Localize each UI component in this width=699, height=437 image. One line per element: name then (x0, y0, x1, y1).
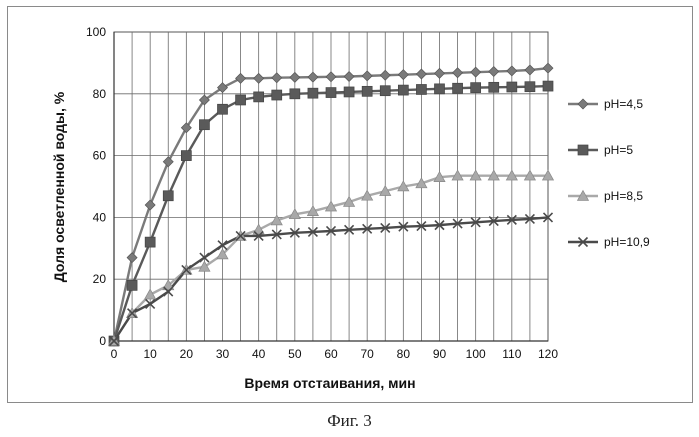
data-point (145, 200, 155, 210)
data-point (326, 88, 336, 98)
figure-caption: Фиг. 3 (0, 411, 699, 431)
data-point (543, 81, 553, 91)
data-point (416, 84, 426, 94)
data-point (362, 86, 372, 96)
data-point (398, 70, 408, 80)
data-point (163, 157, 173, 167)
data-point (362, 71, 372, 81)
data-point (163, 191, 173, 201)
data-point (127, 280, 137, 290)
data-point (272, 90, 282, 100)
data-point (290, 72, 300, 82)
legend-label-0: pH=4,5 (604, 97, 643, 111)
data-point (380, 70, 390, 80)
data-point (199, 120, 209, 130)
data-point (127, 253, 137, 263)
data-point (326, 72, 336, 82)
x-tick-label: 80 (397, 347, 411, 361)
data-point (471, 83, 481, 93)
data-point (380, 86, 390, 96)
data-point (254, 92, 264, 102)
x-tick-label: 60 (324, 347, 338, 361)
x-tick-label: 0 (111, 347, 118, 361)
data-point (435, 84, 445, 94)
data-point (543, 63, 553, 73)
legend-label-3: pH=10,9 (604, 235, 650, 249)
legend-label-2: pH=8,5 (604, 189, 643, 203)
data-point (308, 72, 318, 82)
data-point (507, 82, 517, 92)
data-point (525, 82, 535, 92)
x-tick-label: 20 (180, 347, 194, 361)
y-tick-label: 60 (93, 149, 107, 163)
data-point (308, 88, 318, 98)
x-tick-label: 50 (288, 347, 302, 361)
data-point (236, 95, 246, 105)
data-point (344, 71, 354, 81)
x-tick-label: 110 (502, 347, 521, 361)
legend-marker-0 (578, 99, 588, 109)
legend-label-1: pH=5 (604, 143, 633, 157)
x-tick-label: 40 (252, 347, 266, 361)
y-tick-label: 100 (86, 25, 106, 39)
x-tick-label: 120 (538, 347, 558, 361)
data-point (489, 67, 499, 77)
data-point (218, 104, 228, 114)
y-tick-label: 0 (99, 334, 106, 348)
data-point (254, 73, 264, 83)
data-point (507, 66, 517, 76)
y-axis-label: Доля осветленной воды, % (51, 91, 67, 282)
y-tick-label: 20 (93, 272, 107, 286)
x-tick-label: 90 (433, 347, 447, 361)
data-point (435, 68, 445, 78)
data-point (181, 151, 191, 161)
legend-marker-1 (578, 145, 588, 155)
x-tick-label: 10 (143, 347, 157, 361)
legend: pH=4,5 pH=5 pH=8,5 pH=10,9 (568, 97, 650, 249)
x-axis-label: Время отстаивания, мин (244, 375, 415, 391)
data-point (272, 73, 282, 83)
data-point (489, 82, 499, 92)
x-tick-label: 100 (466, 347, 486, 361)
tick-labels: 0 20 40 60 80 100 0 10 20 30 40 50 60 70 80 90 100 110 120 (86, 25, 558, 361)
data-point (344, 87, 354, 97)
x-tick-label: 70 (360, 347, 374, 361)
data-point (471, 67, 481, 77)
x-tick-label: 30 (216, 347, 230, 361)
data-point (145, 289, 156, 299)
data-point (453, 83, 463, 93)
data-point (145, 237, 155, 247)
data-point (236, 73, 246, 83)
data-point (525, 65, 535, 75)
data-point (453, 68, 463, 78)
data-point (398, 85, 408, 95)
data-point (416, 69, 426, 79)
data-point (290, 89, 300, 99)
y-tick-label: 80 (93, 87, 107, 101)
y-tick-label: 40 (93, 210, 107, 224)
